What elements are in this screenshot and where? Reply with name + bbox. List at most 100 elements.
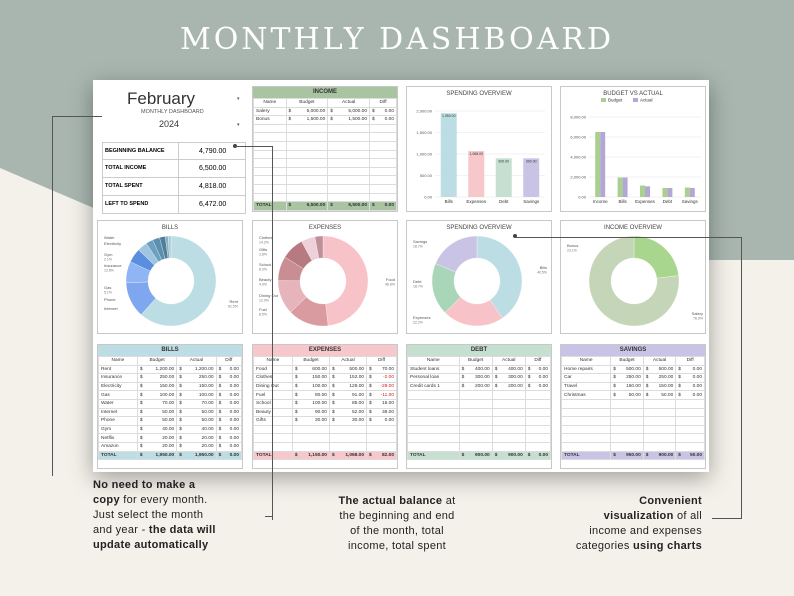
cell-name[interactable]: TOTAL: [560, 450, 612, 461]
cell-name[interactable]: Internet: [98, 407, 138, 418]
empty-cell[interactable]: [369, 166, 397, 177]
cell-amount[interactable]: $38.00: [366, 407, 397, 418]
cell-amount[interactable]: $900.00: [458, 450, 493, 461]
cell-amount[interactable]: $50.00: [136, 416, 178, 426]
empty-cell[interactable]: [327, 140, 371, 151]
empty-cell[interactable]: [407, 390, 460, 400]
cell-name[interactable]: Gym: [98, 424, 138, 435]
empty-cell[interactable]: [285, 183, 329, 194]
cell-amount[interactable]: $70.00: [366, 364, 397, 375]
empty-cell[interactable]: [407, 416, 460, 426]
cell-amount[interactable]: $152.00: [328, 373, 368, 383]
cell-amount[interactable]: $50.00: [176, 407, 217, 418]
cell-amount[interactable]: $20.00: [136, 433, 178, 443]
empty-cell[interactable]: [327, 183, 371, 194]
cell-amount[interactable]: $600.00: [291, 364, 330, 375]
cell-name[interactable]: Gas: [98, 390, 138, 400]
empty-cell[interactable]: [285, 149, 329, 160]
cell-amount[interactable]: $250.00: [136, 373, 178, 383]
cell-amount[interactable]: $15.00: [366, 398, 397, 409]
cell-amount[interactable]: $200.00: [458, 381, 493, 392]
empty-cell[interactable]: [407, 407, 460, 418]
empty-cell[interactable]: [285, 192, 329, 203]
empty-cell[interactable]: [458, 441, 493, 452]
empty-cell[interactable]: [327, 123, 371, 134]
empty-cell[interactable]: [328, 433, 368, 443]
cell-amount[interactable]: $0.00: [369, 201, 397, 211]
cell-name[interactable]: Student loans: [407, 364, 460, 375]
empty-cell[interactable]: [253, 132, 287, 142]
empty-cell[interactable]: [369, 175, 397, 185]
empty-cell[interactable]: [369, 123, 397, 134]
cell-amount[interactable]: $52.00: [328, 407, 368, 418]
empty-cell[interactable]: [369, 149, 397, 160]
cell-amount[interactable]: $150.00: [136, 381, 178, 392]
cell-amount[interactable]: $5,000.00: [327, 106, 371, 117]
empty-cell[interactable]: [369, 158, 397, 168]
cell-amount[interactable]: $1,500.00: [327, 115, 371, 125]
empty-cell[interactable]: [458, 398, 493, 409]
empty-cell[interactable]: [369, 183, 397, 194]
cell-amount[interactable]: $0.00: [369, 115, 397, 125]
empty-cell[interactable]: [285, 166, 329, 177]
cell-amount[interactable]: $6,500.00: [327, 201, 371, 211]
cell-amount[interactable]: $400.00: [458, 364, 493, 375]
cell-name[interactable]: Phone: [98, 416, 138, 426]
empty-cell[interactable]: [328, 441, 368, 452]
cell-amount[interactable]: $20.00: [136, 441, 178, 452]
cell-amount[interactable]: $300.00: [458, 373, 493, 383]
cell-amount[interactable]: $50.00: [675, 450, 705, 461]
empty-cell[interactable]: [327, 158, 371, 168]
cell-amount[interactable]: $6,500.00: [285, 201, 329, 211]
empty-cell[interactable]: [369, 140, 397, 151]
cell-amount[interactable]: $30.00: [328, 416, 368, 426]
cell-amount[interactable]: $0.00: [524, 450, 552, 461]
cell-name[interactable]: Netflix: [98, 433, 138, 443]
cell-amount[interactable]: $0.00: [366, 416, 397, 426]
empty-cell[interactable]: [327, 175, 371, 185]
empty-cell[interactable]: [291, 441, 330, 452]
cell-amount[interactable]: $0.00: [215, 450, 243, 461]
empty-cell[interactable]: [327, 166, 371, 177]
cell-amount[interactable]: $50.00: [176, 416, 217, 426]
cell-amount[interactable]: $ -2.00: [366, 373, 397, 383]
cell-name[interactable]: Electricity: [98, 381, 138, 392]
empty-cell[interactable]: [327, 132, 371, 142]
empty-cell[interactable]: [458, 407, 493, 418]
cell-amount[interactable]: $128.00: [328, 381, 368, 392]
empty-cell[interactable]: [407, 441, 460, 452]
cell-name[interactable]: Personal loan: [407, 373, 460, 383]
cell-amount[interactable]: $150.00: [176, 381, 217, 392]
cell-name[interactable]: Credit cards 1: [407, 381, 460, 392]
empty-cell[interactable]: [407, 433, 460, 443]
empty-cell[interactable]: [458, 424, 493, 435]
empty-cell[interactable]: [458, 390, 493, 400]
empty-cell[interactable]: [327, 149, 371, 160]
cell-amount[interactable]: $250.00: [176, 373, 217, 383]
cell-amount[interactable]: $1,950.00: [136, 450, 178, 461]
empty-cell[interactable]: [328, 424, 368, 435]
cell-amount[interactable]: $40.00: [176, 424, 217, 435]
cell-amount[interactable]: $500.00: [328, 364, 368, 375]
empty-cell[interactable]: [285, 140, 329, 151]
empty-cell[interactable]: [369, 132, 397, 142]
year-dropdown-icon[interactable]: ▾: [237, 122, 240, 128]
cell-amount[interactable]: $30.00: [291, 416, 330, 426]
cell-amount[interactable]: $ -11.00: [366, 390, 397, 400]
year-select[interactable]: 2024: [159, 119, 180, 129]
cell-amount[interactable]: $5,000.00: [285, 106, 329, 117]
empty-cell[interactable]: [253, 123, 287, 134]
empty-cell[interactable]: [285, 175, 329, 185]
empty-cell[interactable]: [327, 192, 371, 203]
cell-name[interactable]: Bonus: [253, 115, 287, 125]
cell-amount[interactable]: $1,068.00: [328, 450, 368, 461]
cell-amount[interactable]: $100.00: [136, 390, 178, 400]
empty-cell[interactable]: [458, 416, 493, 426]
cell-amount[interactable]: $20.00: [176, 441, 217, 452]
cell-amount[interactable]: $ -28.00: [366, 381, 397, 392]
cell-name[interactable]: Rent: [98, 364, 138, 375]
cell-amount[interactable]: $1,950.00: [176, 450, 217, 461]
cell-amount[interactable]: $1,150.00: [291, 450, 330, 461]
empty-cell[interactable]: [366, 441, 397, 452]
cell-amount[interactable]: $1,200.00: [176, 364, 217, 375]
